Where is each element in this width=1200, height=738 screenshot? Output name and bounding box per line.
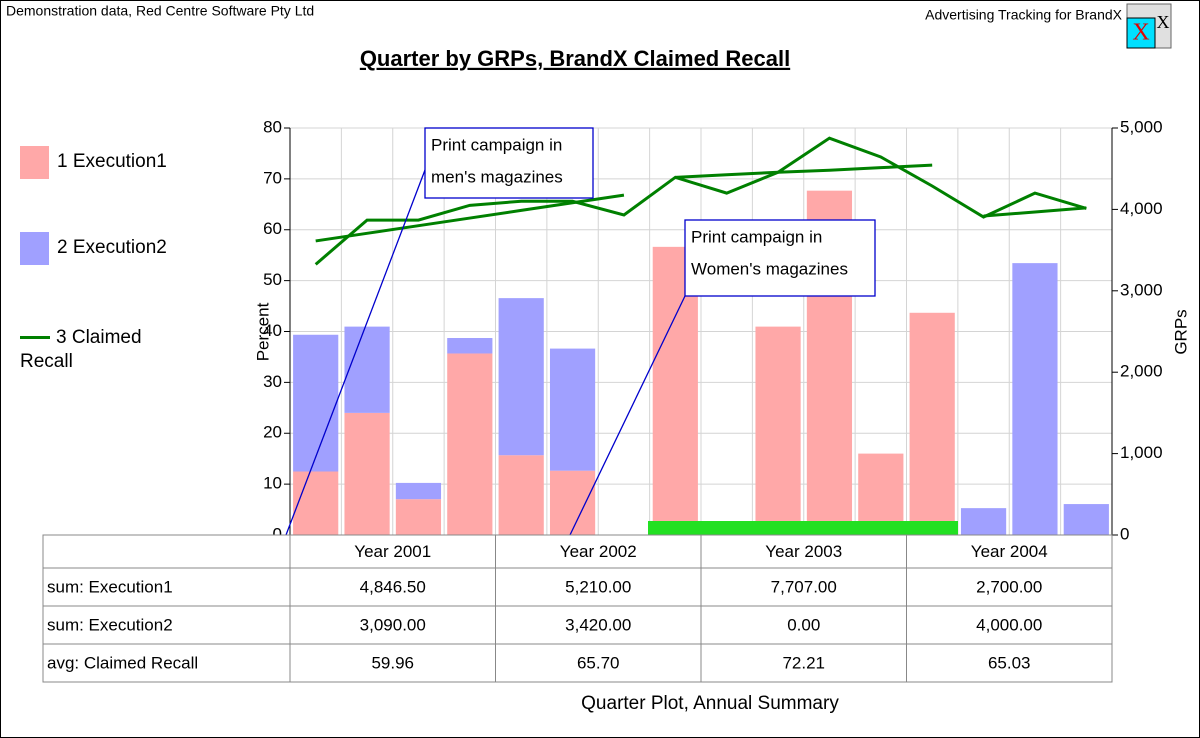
y2-tick-label: 5,000	[1120, 117, 1163, 136]
table-cell: 4,846.50	[360, 577, 426, 596]
y2-tick-label: 0	[1120, 524, 1129, 543]
y2-tick-label: 4,000	[1120, 199, 1163, 218]
callout-box	[684, 219, 876, 297]
callout-text: Women's magazines	[691, 259, 848, 278]
callout-line	[285, 169, 426, 536]
bar	[293, 334, 339, 472]
legend-swatch	[20, 336, 50, 339]
callout-box	[424, 127, 594, 199]
bar	[344, 326, 390, 413]
bar	[755, 326, 801, 535]
y2-axis-label: GRPs	[1171, 309, 1190, 354]
table-bg	[42, 534, 1113, 683]
table-cell: 4,000.00	[976, 615, 1042, 634]
bar	[293, 471, 339, 535]
table-row-label: avg: Claimed Recall	[47, 653, 198, 672]
axes: 0 10 20 30 40 50 60 70 80 0 1,000 2,000 3,000 4,000 5,…	[263, 117, 1162, 543]
legend-label: 2 Execution2	[57, 237, 167, 258]
table-cell: 65.03	[988, 653, 1031, 672]
table-cell: 5,210.00	[565, 577, 631, 596]
chart-title: Quarter by GRPs, BrandX Claimed Recall	[360, 46, 790, 71]
line-series	[314, 136, 1087, 266]
annotations: Print campaign in men's magazines Print ca…	[285, 127, 876, 536]
bar	[960, 508, 1007, 535]
table-row-label: sum: Execution1	[47, 577, 173, 596]
table-cell: 3,090.00	[360, 615, 426, 634]
bar	[909, 312, 955, 535]
y2-tick-label: 2,000	[1120, 362, 1163, 381]
bar	[447, 338, 493, 354]
y-tick-label: 10	[263, 474, 282, 493]
table-cell: 65.70	[577, 653, 620, 672]
bar	[549, 470, 596, 535]
callout-text: Print campaign in	[431, 135, 562, 154]
callout-text: men's magazines	[431, 167, 563, 186]
header-left: Demonstration data, Red Centre Software …	[6, 3, 314, 19]
table-cell: 0.00	[787, 615, 820, 634]
trend-line	[315, 163, 1087, 243]
y-tick-label: 70	[263, 168, 282, 187]
header-right: Advertising Tracking for BrandX	[925, 7, 1123, 23]
legend-label: 3 Claimed Recall	[20, 327, 142, 372]
y-tick-label: 0	[273, 524, 282, 543]
y-tick-label: 40	[263, 321, 282, 340]
footer: Quarter Plot, Annual Summary	[581, 693, 839, 714]
y-tick-label: 80	[263, 117, 282, 136]
bar	[498, 455, 544, 535]
table-header: Year 2002	[560, 542, 637, 561]
bar	[549, 348, 596, 471]
legend-swatch	[20, 232, 49, 265]
table-header: Year 2003	[765, 542, 842, 561]
table-cell: 7,707.00	[771, 577, 837, 596]
table-header: Year 2004	[971, 542, 1048, 561]
bar	[395, 499, 442, 535]
bars	[293, 190, 1109, 536]
table-cell: 59.96	[371, 653, 414, 672]
lines	[314, 136, 1087, 266]
table: Year 2001 Year 2002 Year 2003 Year 2004 sum:…	[42, 534, 1113, 683]
bar	[395, 482, 442, 500]
y2-tick-label: 3,000	[1120, 280, 1163, 299]
period-marker	[648, 521, 958, 535]
legend-swatch	[20, 146, 49, 179]
table-header: Year 2001	[354, 542, 431, 561]
table-cell: 72.21	[782, 653, 825, 672]
callout-line	[569, 295, 686, 536]
bar	[1012, 263, 1058, 535]
y-tick-label: 60	[263, 219, 282, 238]
legend-label: 1 Execution1	[57, 151, 167, 172]
bar	[447, 353, 493, 535]
bar	[1063, 504, 1109, 535]
table-row-label: sum: Execution2	[47, 615, 173, 634]
logo: X X	[1126, 3, 1172, 49]
svg-text:X: X	[1157, 12, 1170, 32]
bar	[344, 412, 390, 535]
table-cell: 2,700.00	[976, 577, 1042, 596]
y2-tick-label: 1,000	[1120, 443, 1163, 462]
y-axis-label: Percent	[253, 302, 272, 361]
table-cell: 3,420.00	[565, 615, 631, 634]
y-tick-label: 20	[263, 423, 282, 442]
bar	[498, 298, 544, 456]
y-tick-label: 30	[263, 372, 282, 391]
y-tick-label: 50	[263, 270, 282, 289]
grid	[289, 127, 1113, 536]
callout-text: Print campaign in	[691, 227, 822, 246]
svg-text:X: X	[1132, 20, 1149, 46]
